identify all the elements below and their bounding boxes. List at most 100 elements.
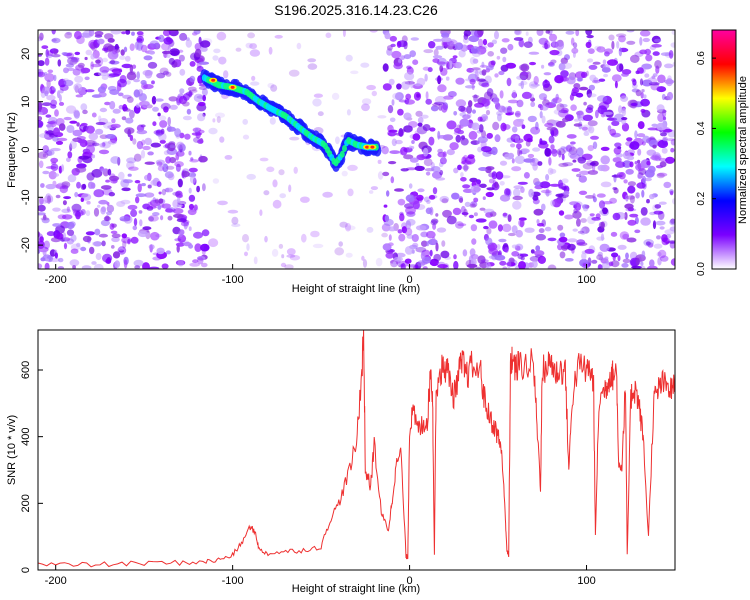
heatmap-cell	[289, 136, 300, 141]
heatmap-cell	[194, 243, 202, 253]
heatmap-cell	[574, 71, 586, 79]
heatmap-cell	[626, 237, 637, 243]
heatmap-cell	[242, 118, 248, 125]
heatmap-cell	[619, 63, 624, 71]
heatmap-cell	[136, 35, 144, 44]
heatmap-cell	[157, 204, 162, 210]
heatmap-cell	[599, 243, 610, 252]
heatmap-cell	[178, 54, 185, 62]
heatmap-cell	[47, 50, 54, 57]
heatmap-cell	[523, 133, 533, 142]
heatmap-cell	[127, 238, 131, 245]
heatmap-cell	[468, 35, 480, 43]
heatmap-cell	[482, 196, 486, 201]
heatmap-cell	[197, 139, 204, 144]
heatmap-cell	[587, 93, 597, 98]
heatmap-cell	[105, 134, 116, 139]
heatmap-cell	[82, 183, 87, 190]
heatmap-cell	[656, 251, 662, 257]
heatmap-cell	[511, 251, 520, 257]
heatmap-cell	[325, 32, 332, 39]
heatmap-cell	[502, 266, 508, 269]
heatmap-cell	[110, 30, 122, 35]
heatmap-cell	[576, 218, 581, 227]
heatmap-cell	[486, 65, 494, 71]
heatmap-cell	[477, 255, 486, 264]
heatmap-cell	[560, 146, 566, 150]
heatmap-cell	[511, 244, 518, 249]
heatmap-cell	[486, 99, 491, 106]
heatmap-cell	[391, 50, 402, 59]
heatmap-cell	[547, 264, 557, 269]
heatmap-cell	[137, 230, 149, 238]
heatmap-cell	[577, 230, 585, 234]
heatmap-cell	[179, 32, 188, 41]
heatmap-cell	[136, 71, 140, 80]
heatmap-cell	[82, 109, 88, 115]
snr-x-label: Height of straight line (km)	[292, 583, 420, 595]
heatmap-cell	[274, 34, 283, 39]
heatmap-cell	[138, 210, 143, 214]
heatmap-cell	[141, 100, 150, 109]
heatmap-cell	[177, 260, 184, 267]
heatmap-cell	[472, 94, 480, 99]
heatmap-cell	[488, 220, 498, 229]
y-tick-label: 200	[20, 494, 32, 512]
heatmap-cell	[515, 243, 524, 251]
heatmap-ridge	[200, 69, 382, 172]
heatmap-cell	[164, 171, 174, 179]
heatmap-cell	[101, 47, 108, 52]
ridge-peak	[365, 145, 370, 149]
heatmap-cell	[350, 70, 359, 75]
heatmap-cell	[69, 120, 78, 124]
heatmap-cell	[547, 167, 554, 175]
heatmap-cell	[377, 171, 384, 180]
heatmap-cell	[200, 243, 210, 252]
heatmap-cell	[80, 197, 85, 202]
heatmap-cell	[635, 192, 640, 199]
heatmap-cell	[621, 69, 632, 75]
heatmap-cell	[469, 177, 478, 183]
heatmap-cell	[185, 39, 192, 48]
heatmap-cell	[642, 175, 647, 184]
heatmap-cell	[428, 41, 436, 49]
heatmap-cell	[66, 125, 75, 133]
heatmap-cell	[156, 181, 162, 188]
heatmap-cell	[561, 62, 573, 69]
heatmap-cell	[38, 53, 42, 57]
heatmap-cell	[590, 135, 599, 140]
heatmap-cell	[215, 112, 225, 118]
heatmap-cell	[98, 91, 107, 98]
heatmap-cell	[653, 243, 663, 249]
heatmap-cell	[596, 46, 606, 53]
heatmap-cell	[246, 243, 250, 251]
heatmap-cell	[471, 238, 477, 245]
heatmap-cell	[520, 148, 530, 154]
heatmap-cell	[129, 109, 135, 119]
heatmap-cell	[66, 31, 73, 35]
heatmap-cell	[161, 203, 171, 209]
heatmap-cell	[218, 56, 227, 65]
heatmap-cell	[452, 207, 462, 216]
heatmap-cell	[541, 115, 546, 124]
heatmap-cell	[626, 30, 635, 33]
heatmap-cell	[159, 162, 164, 169]
heatmap-cell	[95, 252, 102, 261]
heatmap-cell	[537, 255, 547, 264]
heatmap-cell	[537, 161, 543, 166]
heatmap-cell	[163, 37, 173, 45]
heatmap-cell	[561, 153, 565, 161]
heatmap-cell	[158, 115, 167, 121]
heatmap-cell	[513, 37, 524, 41]
heatmap-cell	[588, 126, 595, 134]
heatmap-cell	[575, 30, 580, 37]
heatmap-cell	[403, 54, 412, 60]
heatmap-cell	[43, 240, 50, 250]
heatmap-cell	[400, 168, 409, 172]
heatmap-cell	[530, 83, 540, 87]
heatmap-cell	[434, 101, 445, 105]
heatmap-cell	[489, 211, 497, 217]
heatmap-cell	[172, 191, 181, 196]
heatmap-cell	[345, 252, 353, 258]
heatmap-cell	[307, 58, 317, 63]
